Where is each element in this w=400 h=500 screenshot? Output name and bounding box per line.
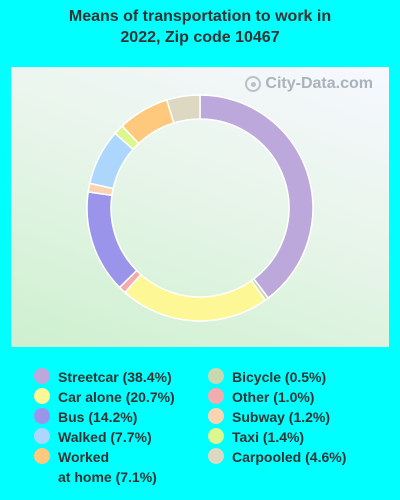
legend-item: Other (1.0%) xyxy=(208,387,346,407)
chart-title-line-1: Means of transportation to work in xyxy=(68,8,332,25)
legend-label: Bicycle (0.5%) xyxy=(232,369,327,385)
legend-label: Taxi (1.4%) xyxy=(232,429,305,445)
legend-item: Car alone (20.7%) xyxy=(34,387,175,407)
legend-item: Subway (1.2%) xyxy=(208,407,346,427)
donut-slice-2 xyxy=(123,273,267,322)
legend-item: Carpooled (4.6%) xyxy=(208,447,346,467)
legend-swatch xyxy=(34,408,50,424)
chart-title: Means of transportation to work in 2022,… xyxy=(0,6,400,48)
watermark-logo-icon xyxy=(245,76,262,92)
legend-label: Bus (14.2%) xyxy=(58,409,138,425)
legend-item: Bus (14.2%) xyxy=(34,407,175,427)
chart-title-line-2: 2022, Zip code 10467 xyxy=(120,29,280,46)
legend-item: Bicycle (0.5%) xyxy=(208,367,346,387)
donut-slice-9 xyxy=(165,94,201,124)
legend-swatch xyxy=(208,368,224,384)
legend-item: Streetcar (38.4%) xyxy=(34,367,175,387)
legend-item: Taxi (1.4%) xyxy=(208,427,346,447)
donut-chart xyxy=(86,94,314,322)
legend-label: Walked (7.7%) xyxy=(58,429,152,445)
legend-swatch xyxy=(208,428,224,444)
legend-swatch xyxy=(34,448,50,464)
donut-slice-0 xyxy=(199,94,314,300)
donut-slice-4 xyxy=(86,191,138,289)
legend-column-right: Bicycle (0.5%) Other (1.0%) Subway (1.2%) T… xyxy=(208,367,346,467)
legend-swatch xyxy=(34,368,50,384)
watermark-text: City-Data.com xyxy=(265,75,373,92)
legend-swatch xyxy=(34,388,50,404)
legend-label: Streetcar (38.4%) xyxy=(58,369,172,385)
legend-label: at home (7.1%) xyxy=(58,469,157,485)
legend-label: Other (1.0%) xyxy=(232,389,315,405)
watermark: City-Data.com xyxy=(245,75,373,93)
legend-item: Worked at home (7.1%) xyxy=(34,447,175,487)
plot-area: City-Data.com xyxy=(11,67,389,347)
legend-label: Carpooled (4.6%) xyxy=(232,449,347,465)
legend-swatch xyxy=(208,388,224,404)
legend-swatch xyxy=(208,408,224,424)
legend-label: Subway (1.2%) xyxy=(232,409,331,425)
legend-swatch xyxy=(208,448,224,464)
legend-column-left: Streetcar (38.4%) Car alone (20.7%) Bus (1… xyxy=(34,367,175,487)
legend-label: Worked xyxy=(58,449,110,465)
legend-label: Car alone (20.7%) xyxy=(58,389,175,405)
legend-swatch xyxy=(34,428,50,444)
legend-item: Walked (7.7%) xyxy=(34,427,175,447)
